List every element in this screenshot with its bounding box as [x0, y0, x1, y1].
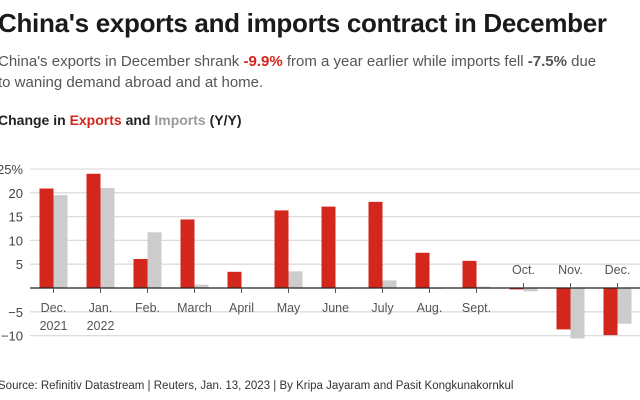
exports-bar — [556, 288, 571, 330]
y-tick-label: 20 — [9, 186, 23, 201]
bars — [39, 173, 632, 339]
subtitle-imports-value: -7.5% — [527, 53, 567, 70]
imports-bar — [570, 288, 585, 339]
exports-bar — [509, 288, 524, 290]
heading-middle: and — [121, 112, 155, 128]
x-tick-label: Sept. — [462, 301, 491, 315]
exports-bar — [603, 288, 618, 336]
exports-bar — [86, 173, 101, 288]
y-tick-label: 15 — [9, 210, 23, 225]
y-tick-label: −10 — [1, 329, 23, 344]
imports-bar — [382, 280, 397, 288]
subtitle-exports-value: -9.9% — [243, 53, 283, 70]
exports-bar — [39, 188, 54, 288]
x-tick-year-label: 2021 — [40, 319, 68, 333]
subtitle-text-3: due to waning demand abroad and at home. — [0, 53, 597, 91]
y-axis-labels: 25% 20 15 10 5 −5 −10 — [0, 162, 23, 344]
x-tick-label: March — [177, 301, 212, 315]
x-tick-label: Jan. — [89, 301, 113, 315]
exports-bar — [133, 258, 148, 288]
imports-bar — [194, 284, 209, 288]
x-axis-labels: Dec. 2021 Jan. 2022 Feb. March April May June Jul… — [40, 263, 631, 333]
exports-bar — [180, 219, 195, 288]
x-tick-year-label: 2022 — [87, 319, 115, 333]
x-tick-label: May — [277, 301, 301, 315]
heading-prefix: Change in — [0, 112, 70, 128]
gridlines — [30, 168, 640, 337]
imports-bar — [100, 188, 115, 288]
exports-bar — [462, 260, 477, 288]
exports-bar — [274, 210, 289, 288]
x-tick-label: April — [229, 301, 254, 315]
x-axis — [30, 283, 640, 293]
x-tick-label: Dec. — [605, 263, 631, 277]
subtitle-text-2: from a year earlier while imports fell — [282, 53, 528, 70]
imports-bar — [147, 232, 162, 288]
exports-bar — [321, 206, 336, 288]
x-tick-label: June — [322, 301, 349, 315]
y-tick-label: 5 — [16, 257, 23, 272]
imports-bar — [476, 286, 491, 288]
exports-bar — [415, 252, 430, 288]
exports-bar — [368, 201, 383, 288]
chart-title: China's exports and imports contract in … — [0, 8, 607, 38]
legend-imports: Imports — [154, 112, 206, 128]
x-tick-label: Aug. — [417, 301, 443, 315]
heading-suffix: (Y/Y) — [205, 112, 242, 128]
y-tick-label: 10 — [9, 233, 23, 248]
subtitle-text-1: China's exports in December shrank — [0, 53, 244, 70]
x-tick-label: Nov. — [558, 263, 583, 277]
x-tick-label: Dec. — [41, 301, 67, 315]
y-tick-label: −5 — [8, 305, 23, 320]
imports-bar — [53, 195, 68, 288]
imports-bar — [523, 288, 538, 292]
x-tick-label: Oct. — [512, 263, 535, 277]
chart-subtitle: China's exports in December shrank -9.9%… — [0, 51, 608, 93]
x-tick-label: Feb. — [135, 301, 160, 315]
chart-heading: Change in Exports and Imports (Y/Y) — [0, 112, 241, 128]
source-footer: Source: Refinitiv Datastream | Reuters, … — [0, 380, 514, 392]
y-tick-label: 25% — [0, 162, 23, 177]
x-tick-label: July — [371, 301, 394, 315]
imports-bar — [617, 288, 632, 324]
exports-bar — [227, 271, 242, 288]
bar-chart: 25% 20 15 10 5 −5 −10 Dec. 2021 Jan. 2022 Feb. Marc… — [0, 162, 640, 344]
legend-exports: Exports — [69, 112, 122, 128]
imports-bar — [288, 271, 303, 288]
